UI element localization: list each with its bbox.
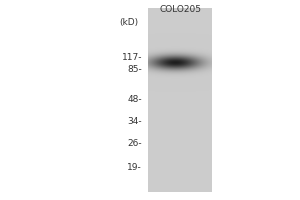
Text: COLO205: COLO205 bbox=[159, 5, 201, 14]
Text: 117-: 117- bbox=[122, 52, 142, 62]
Text: 26-: 26- bbox=[128, 140, 142, 148]
Text: 34-: 34- bbox=[128, 117, 142, 127]
Text: 85-: 85- bbox=[127, 66, 142, 74]
Text: (kD): (kD) bbox=[119, 18, 138, 27]
Text: 48-: 48- bbox=[128, 96, 142, 104]
Text: 19-: 19- bbox=[127, 164, 142, 172]
